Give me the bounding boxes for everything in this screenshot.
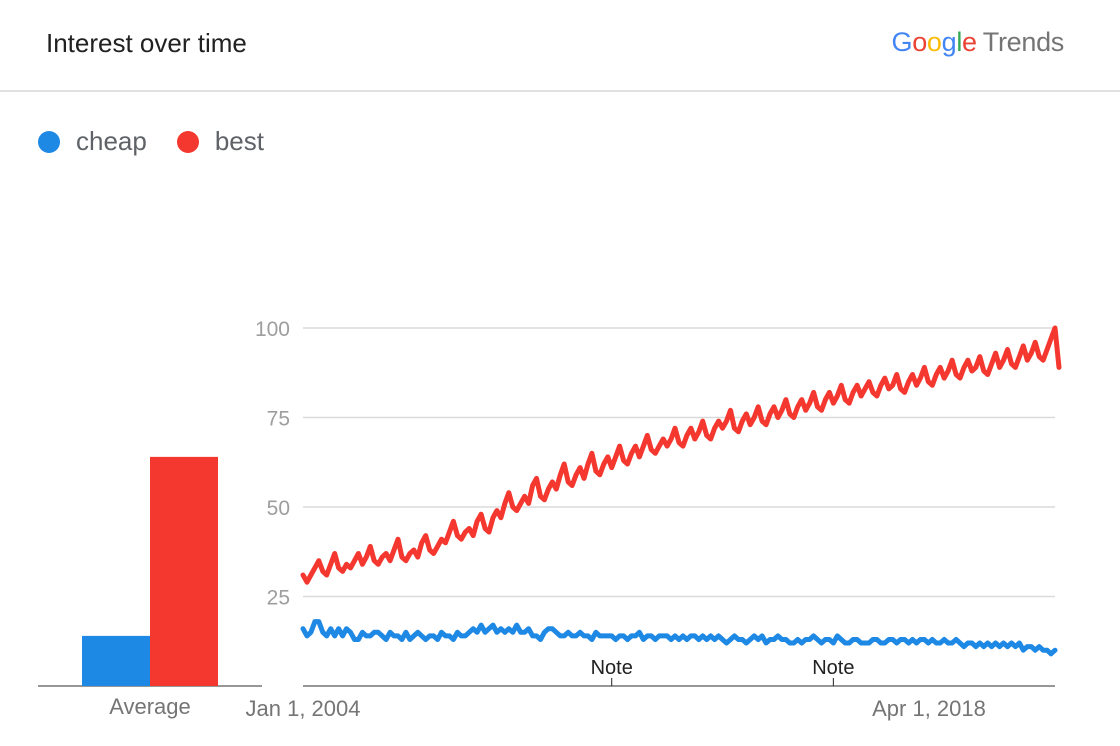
average-bar-cheap bbox=[82, 636, 150, 686]
x-tick-label-end: Apr 1, 2018 bbox=[872, 696, 986, 721]
average-bar-best bbox=[150, 457, 218, 686]
y-tick-label: 25 bbox=[267, 587, 290, 610]
note-label: Note bbox=[591, 657, 633, 679]
series-line-best bbox=[303, 328, 1059, 582]
note-label: Note bbox=[812, 657, 854, 679]
y-tick-label: 75 bbox=[267, 408, 290, 431]
y-tick-label: 50 bbox=[267, 497, 290, 520]
average-label: Average bbox=[109, 694, 191, 719]
x-tick-label-start: Jan 1, 2004 bbox=[246, 696, 361, 721]
series-line-cheap bbox=[303, 622, 1055, 654]
y-tick-label: 100 bbox=[255, 318, 290, 341]
